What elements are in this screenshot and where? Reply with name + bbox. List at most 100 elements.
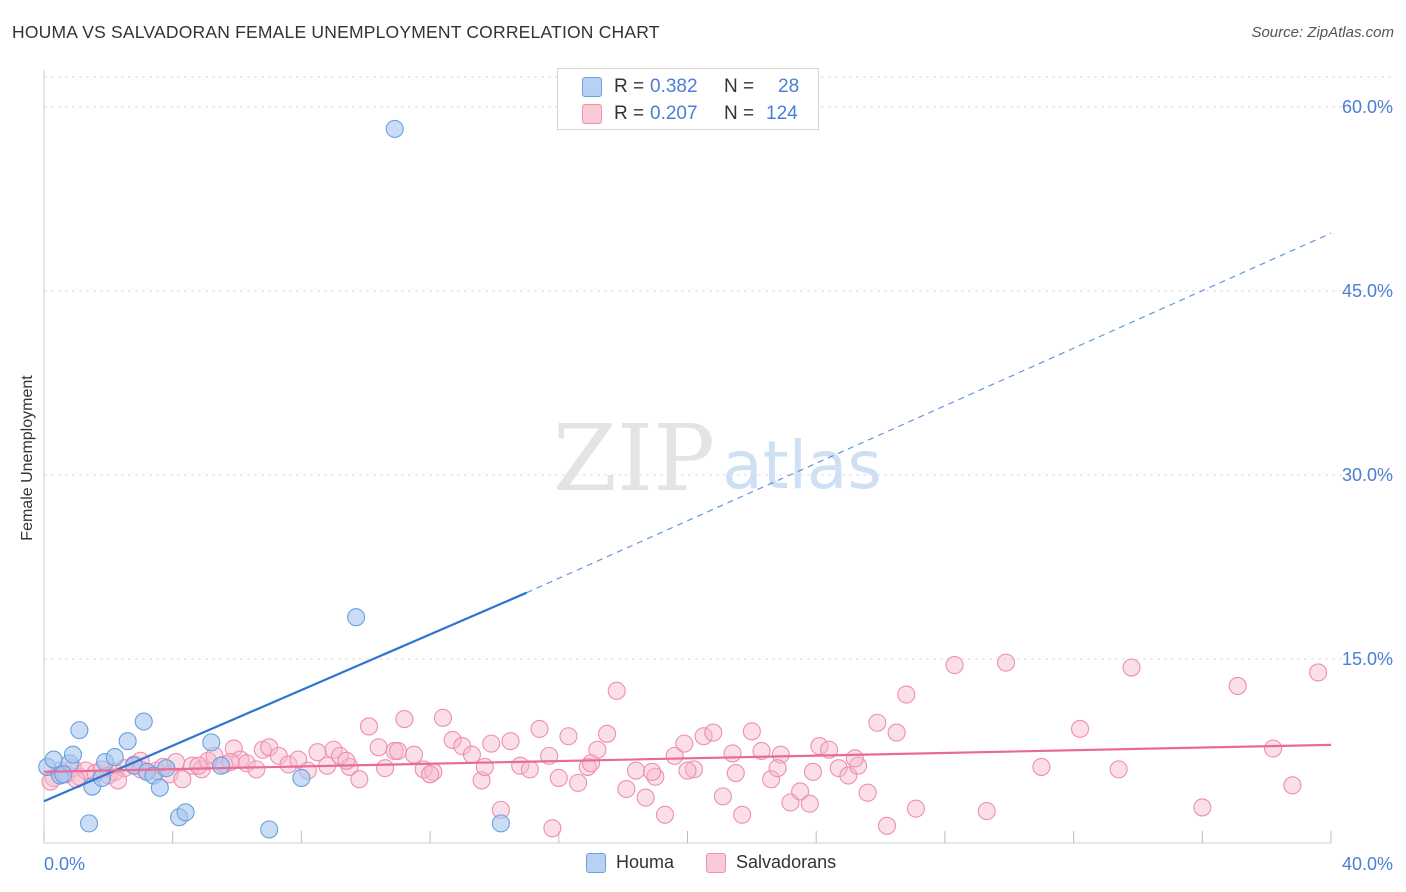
salvadorans-point bbox=[369, 738, 388, 757]
salvadorans-point bbox=[678, 761, 697, 780]
salvadorans-point bbox=[279, 755, 298, 774]
salvadorans-point bbox=[1070, 719, 1090, 738]
salvadorans-point bbox=[421, 765, 440, 784]
salvadorans-point bbox=[433, 708, 453, 727]
salvadorans-point bbox=[617, 779, 636, 799]
houma-point bbox=[202, 733, 221, 752]
r-value: 0.207 bbox=[650, 103, 698, 124]
salvadorans-point bbox=[404, 745, 424, 764]
salvadorans-point bbox=[675, 734, 694, 753]
salvadorans-point bbox=[337, 751, 356, 770]
houma-point bbox=[491, 814, 510, 833]
houma-point bbox=[70, 721, 89, 740]
x-tick-label: 40.0% bbox=[1342, 854, 1393, 874]
salvadorans-point bbox=[839, 766, 858, 785]
salvadorans-point bbox=[520, 760, 539, 779]
r-label: R = bbox=[614, 103, 645, 124]
salvadorans-point bbox=[1122, 658, 1141, 677]
houma-point bbox=[176, 803, 195, 822]
salvadorans-point bbox=[820, 740, 839, 759]
salvadorans-point bbox=[173, 770, 192, 789]
watermark-zip: ZIP bbox=[553, 405, 715, 512]
stats-row-salvadorans: R = 0.207 N = 124 bbox=[582, 102, 798, 126]
salvadorans-point bbox=[559, 727, 578, 746]
houma-trend-extension bbox=[526, 232, 1332, 594]
houma-swatch bbox=[582, 77, 602, 97]
houma-point bbox=[211, 756, 231, 775]
salvadorans-point bbox=[858, 783, 877, 802]
salvadorans-point bbox=[887, 723, 906, 742]
houma-trend-line bbox=[43, 591, 528, 803]
stats-row-houma: R = 0.382 N = 28 bbox=[582, 75, 799, 99]
salvadorans-point bbox=[877, 816, 897, 835]
salvadorans-points bbox=[41, 653, 1328, 838]
salvadorans-point bbox=[1309, 663, 1328, 682]
salvadorans-swatch bbox=[706, 852, 727, 873]
salvadorans-swatch bbox=[582, 104, 602, 124]
salvadorans-point bbox=[752, 741, 771, 761]
watermark: ZIP atlas bbox=[553, 405, 882, 512]
series-legend: Houma Salvadorans bbox=[586, 852, 868, 873]
n-label: N = bbox=[724, 76, 755, 97]
salvadorans-point bbox=[803, 762, 823, 781]
salvadorans-point bbox=[945, 656, 964, 675]
salvadorans-point bbox=[742, 722, 761, 741]
salvadorans-point bbox=[845, 749, 864, 768]
salvadorans-point bbox=[549, 768, 568, 788]
y-tick-label: 15.0% bbox=[1342, 649, 1393, 669]
y-tick-label: 60.0% bbox=[1342, 97, 1393, 117]
salvadorans-point bbox=[626, 761, 646, 780]
houma-point bbox=[347, 608, 366, 627]
salvadorans-point bbox=[359, 717, 379, 736]
salvadorans-point bbox=[482, 734, 501, 753]
salvadorans-point bbox=[543, 819, 562, 838]
r-value: 0.382 bbox=[650, 76, 698, 97]
x-tick-label: 0.0% bbox=[44, 854, 85, 874]
salvadorans-point bbox=[472, 771, 491, 790]
salvadorans-point bbox=[1228, 676, 1247, 695]
salvadorans-point bbox=[1032, 757, 1051, 776]
salvadorans-point bbox=[475, 757, 494, 776]
salvadorans-point bbox=[462, 745, 481, 764]
salvadorans-point bbox=[224, 739, 243, 758]
houma-point bbox=[134, 712, 153, 731]
trend-lines bbox=[43, 232, 1332, 803]
salvadorans-trend-line bbox=[43, 743, 1332, 773]
y-tick-label: 45.0% bbox=[1342, 281, 1393, 301]
salvadorans-point bbox=[643, 762, 662, 781]
salvadorans-point bbox=[108, 771, 128, 790]
salvadorans-point bbox=[996, 653, 1016, 672]
n-value: 124 bbox=[766, 103, 798, 124]
y-tick-label: 30.0% bbox=[1342, 465, 1393, 485]
legend-item-houma[interactable]: Houma bbox=[586, 852, 674, 873]
x-ticks bbox=[43, 831, 1332, 843]
legend-label-salvadorans: Salvadorans bbox=[736, 852, 837, 872]
salvadorans-point bbox=[977, 802, 996, 821]
houma-points bbox=[38, 119, 510, 839]
salvadorans-point bbox=[581, 754, 601, 773]
grid-lines bbox=[44, 76, 1391, 660]
salvadorans-point bbox=[1109, 760, 1128, 779]
salvadorans-point bbox=[768, 759, 787, 778]
salvadorans-point bbox=[829, 759, 848, 778]
salvadorans-point bbox=[1264, 739, 1283, 758]
salvadorans-point bbox=[350, 770, 369, 789]
salvadorans-point bbox=[897, 685, 916, 704]
salvadorans-point bbox=[655, 805, 675, 824]
houma-point bbox=[44, 750, 63, 769]
legend-item-salvadorans[interactable]: Salvadorans bbox=[706, 852, 836, 873]
salvadorans-point bbox=[713, 787, 732, 806]
n-value: 28 bbox=[778, 76, 800, 97]
salvadorans-point bbox=[906, 799, 925, 818]
legend-label-houma: Houma bbox=[616, 852, 675, 872]
houma-point bbox=[63, 745, 83, 764]
salvadorans-point bbox=[1193, 798, 1212, 817]
houma-swatch bbox=[586, 852, 606, 873]
x-tick-labels: 0.0% 40.0% bbox=[44, 854, 1393, 874]
salvadorans-point bbox=[800, 794, 819, 813]
salvadorans-point bbox=[388, 741, 407, 761]
salvadorans-point bbox=[501, 732, 520, 751]
salvadorans-point bbox=[443, 730, 462, 749]
salvadorans-point bbox=[791, 782, 810, 801]
salvadorans-point bbox=[665, 746, 684, 765]
